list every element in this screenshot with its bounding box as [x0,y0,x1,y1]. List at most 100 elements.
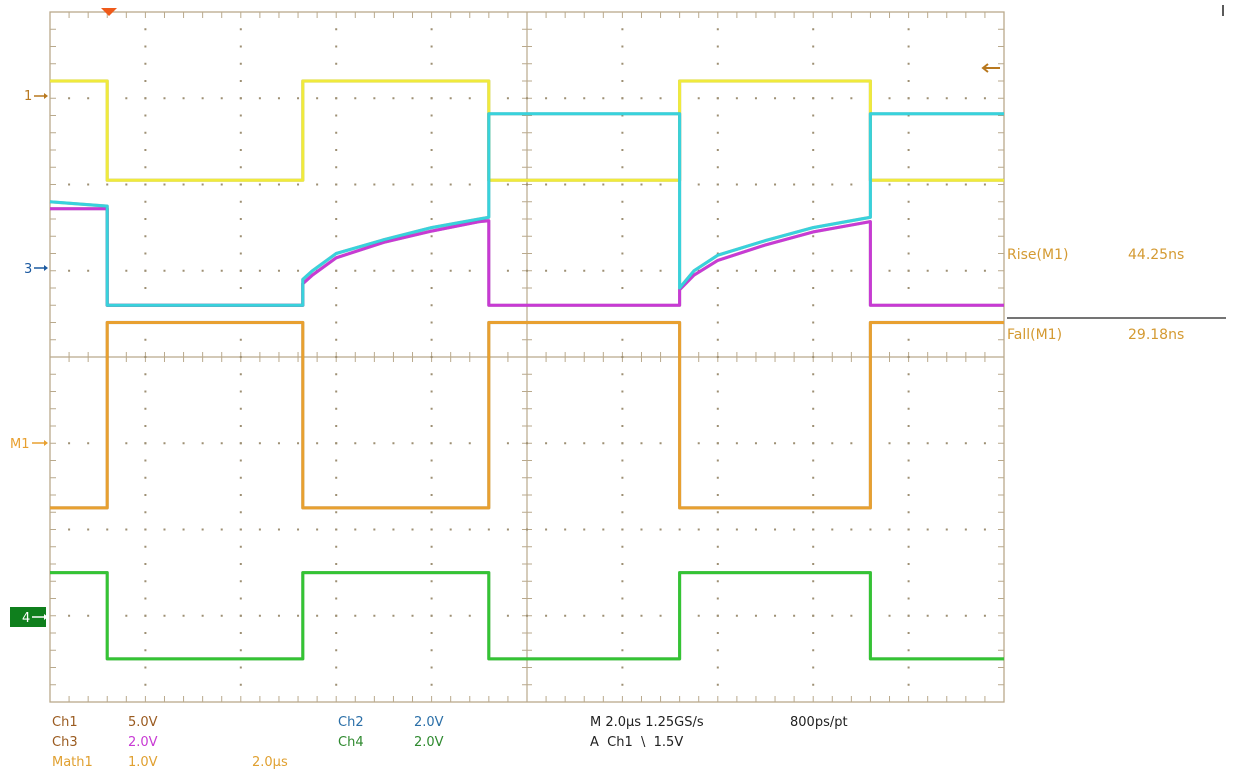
graticule-dot [220,183,223,186]
graticule-dot [449,614,452,617]
graticule-dot [430,97,433,100]
graticule-dot [239,580,242,583]
graticule-dot [468,97,471,100]
graticule-dot [735,614,738,617]
math1-label: Math1 [52,755,93,770]
graticule-dot [430,218,433,220]
graticule-dot [907,545,910,548]
graticule-dot [716,45,719,48]
graticule-dot [621,597,624,600]
graticule-dot [430,407,433,410]
graticule-dot [335,183,338,186]
graticule-dot [659,528,662,531]
graticule-dot [239,494,242,496]
graticule-dot [716,459,719,462]
graticule-dot [983,614,986,617]
graticule-dot [926,528,929,531]
graticule-dot [621,666,624,669]
graticule-dot [659,97,662,100]
graticule-dot [964,183,967,186]
graticule-dot [907,476,910,479]
ch4-scale: 2.0V [414,735,444,750]
graticule-dot [621,97,624,100]
graticule-dot [316,528,319,531]
graticule-dot [354,528,357,531]
graticule-dot [258,183,261,186]
graticule-dot [812,425,815,427]
ch1-marker-label: 1 [24,89,32,104]
graticule-dot [220,528,223,531]
graticule-dot [907,200,910,203]
graticule-dot [239,114,242,117]
graticule-dot [812,632,815,634]
graticule-dot [793,269,796,272]
graticule-dot [335,614,338,617]
graticule-dot [831,183,834,186]
graticule-dot [258,528,261,531]
graticule-dot [907,528,910,531]
graticule-dot [812,166,815,169]
graticule-dot [907,407,910,410]
graticule-dot [335,114,338,117]
graticule-dot [716,373,719,376]
graticule-dot [239,252,242,255]
graticule-dot [277,614,280,617]
graticule-dot [621,511,624,514]
graticule-dot [144,45,147,48]
graticule-dot [239,442,242,445]
graticule-dot [621,580,624,583]
graticule-dot [564,183,567,186]
graticule-dot [335,149,338,151]
graticule-dot [354,183,357,186]
graticule-dot [526,528,528,531]
graticule-dot [239,425,242,427]
ch2-label: Ch2 [338,715,364,730]
graticule-dot [621,252,624,255]
trigger-position-marker [101,8,117,16]
graticule-dot [144,563,147,565]
graticule-dot [812,614,815,617]
graticule-dot [640,97,643,100]
graticule-dot [87,269,90,272]
graticule-dot [812,131,815,134]
graticule-dot [182,442,185,445]
graticule-dot [526,614,528,617]
graticule-dot [926,269,929,272]
graticule-dot [87,528,90,531]
ch1-label: Ch1 [52,715,78,730]
graticule-dot [430,683,433,686]
graticule-dot [182,528,185,531]
graticule-dot [812,62,815,65]
graticule-dot [907,494,910,496]
graticule-dot [754,442,757,445]
graticule-dot [812,218,815,220]
graticule-dot [239,183,242,186]
graticule-dot [411,528,414,531]
ch4-ground-marker: 4 [10,607,48,627]
graticule-dot [888,614,891,617]
graticule-dot [144,459,147,462]
graticule-dot [201,183,204,186]
graticule-dot [316,97,319,100]
graticule-dot [640,183,643,186]
graticule-dot [716,62,719,65]
graticule-dot [945,442,948,445]
graticule-dot [277,97,280,100]
graticule-dot [430,442,433,445]
graticule-dot [411,269,414,272]
graticule-dot [449,442,452,445]
graticule-dot [68,614,71,617]
graticule-dot [926,183,929,186]
graticule-dot [793,528,796,531]
graticule-dot [907,97,910,100]
graticule-dot [144,252,147,255]
graticule-dot [964,614,967,617]
graticule-dot [621,269,624,272]
graticule-dot [812,114,815,117]
graticule-dot [850,97,853,100]
graticule-dot [125,183,128,186]
graticule-dot [68,269,71,272]
graticule-dot [526,97,528,100]
trace-ch4 [50,571,1004,661]
graticule-dot [163,528,166,531]
